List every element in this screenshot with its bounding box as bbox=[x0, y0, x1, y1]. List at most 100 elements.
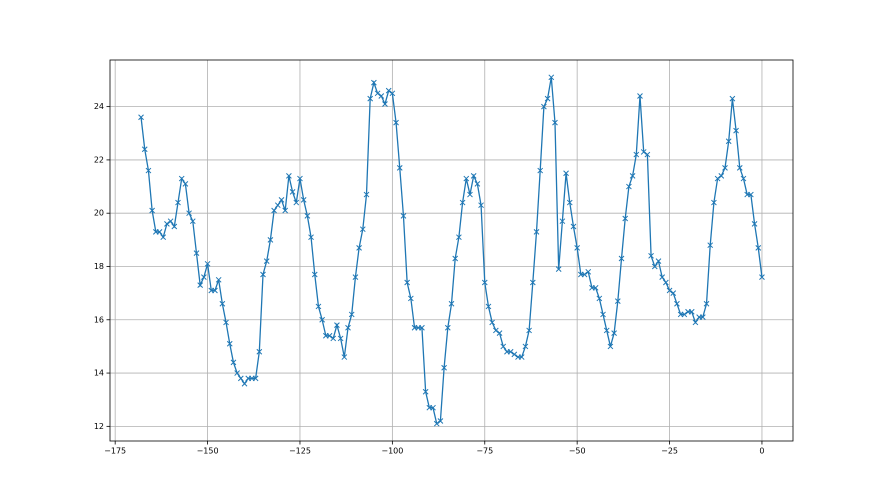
point-marker bbox=[315, 303, 322, 310]
point-marker bbox=[463, 175, 470, 182]
point-marker bbox=[500, 343, 507, 350]
point-marker bbox=[260, 271, 266, 278]
plot-frame bbox=[109, 59, 794, 442]
point-marker bbox=[186, 210, 192, 217]
point-marker bbox=[219, 300, 226, 307]
point-marker bbox=[237, 375, 244, 382]
point-marker bbox=[563, 170, 569, 177]
point-marker bbox=[422, 388, 429, 395]
line bbox=[140, 77, 763, 425]
point-marker bbox=[518, 354, 525, 360]
point-marker bbox=[725, 138, 732, 145]
point-marker bbox=[559, 218, 566, 225]
point-marker bbox=[541, 103, 547, 110]
x-tick-label: −100 bbox=[381, 447, 403, 456]
point-marker bbox=[674, 300, 680, 307]
point-marker bbox=[522, 343, 529, 350]
y-tick-label: 12 bbox=[94, 422, 104, 431]
point-marker bbox=[707, 242, 714, 249]
point-marker bbox=[751, 221, 758, 227]
point-marker bbox=[699, 314, 706, 320]
point-marker bbox=[193, 250, 200, 257]
point-marker bbox=[197, 282, 204, 288]
point-marker bbox=[736, 165, 743, 171]
point-marker bbox=[470, 173, 477, 179]
point-marker bbox=[230, 359, 237, 366]
point-marker bbox=[444, 324, 451, 331]
point-marker bbox=[618, 255, 625, 262]
point-marker bbox=[603, 327, 610, 334]
point-marker bbox=[141, 146, 148, 153]
point-marker bbox=[552, 119, 558, 126]
point-marker bbox=[722, 165, 728, 171]
point-marker bbox=[614, 298, 621, 304]
point-marker bbox=[149, 207, 155, 214]
point-marker bbox=[655, 258, 662, 265]
point-marker bbox=[544, 95, 551, 102]
point-marker bbox=[496, 330, 503, 336]
point-marker bbox=[419, 324, 425, 331]
point-marker bbox=[215, 276, 222, 283]
point-marker bbox=[448, 300, 455, 307]
point-marker bbox=[478, 202, 484, 209]
point-marker bbox=[666, 287, 673, 294]
point-marker bbox=[441, 364, 447, 371]
point-marker bbox=[644, 151, 651, 158]
point-marker bbox=[352, 274, 359, 280]
point-marker bbox=[308, 234, 314, 241]
point-marker bbox=[511, 351, 518, 358]
point-marker bbox=[282, 207, 289, 214]
point-marker bbox=[759, 274, 765, 280]
point-marker bbox=[585, 268, 592, 275]
point-marker bbox=[337, 335, 344, 342]
point-marker bbox=[263, 258, 270, 265]
point-marker bbox=[748, 191, 754, 198]
point-marker bbox=[201, 274, 207, 280]
point-marker bbox=[526, 327, 532, 334]
point-marker bbox=[648, 252, 654, 259]
point-marker bbox=[297, 175, 303, 182]
point-marker bbox=[626, 183, 632, 190]
y-tick-label: 22 bbox=[94, 155, 104, 164]
point-marker bbox=[156, 228, 163, 235]
point-marker bbox=[537, 167, 544, 174]
point-marker bbox=[164, 221, 170, 227]
x-tick-label: 0 bbox=[759, 447, 764, 456]
point-marker bbox=[189, 218, 196, 225]
point-marker bbox=[267, 236, 274, 243]
point-marker bbox=[548, 74, 555, 81]
point-marker bbox=[433, 420, 440, 427]
point-marker bbox=[592, 284, 599, 291]
point-marker bbox=[430, 404, 436, 411]
point-marker bbox=[385, 87, 392, 94]
y-tick-label: 24 bbox=[94, 102, 104, 111]
point-marker bbox=[334, 322, 340, 328]
point-marker bbox=[223, 319, 229, 326]
point-marker bbox=[570, 223, 577, 230]
point-marker bbox=[145, 167, 152, 174]
point-marker bbox=[729, 95, 736, 102]
point-marker bbox=[367, 95, 374, 102]
point-marker bbox=[178, 175, 185, 182]
y-tick-label: 14 bbox=[94, 369, 104, 378]
point-marker bbox=[474, 181, 481, 187]
x-tick-label: −125 bbox=[289, 447, 311, 456]
point-marker bbox=[300, 197, 307, 203]
point-marker bbox=[456, 234, 462, 241]
point-marker bbox=[714, 175, 721, 182]
point-marker bbox=[274, 202, 281, 209]
point-marker bbox=[374, 90, 381, 97]
point-marker bbox=[252, 375, 259, 382]
point-marker bbox=[711, 199, 717, 206]
point-marker bbox=[555, 266, 562, 273]
point-marker bbox=[359, 226, 366, 233]
point-marker bbox=[651, 263, 658, 270]
point-marker bbox=[171, 223, 178, 230]
point-marker bbox=[175, 199, 181, 206]
point-marker bbox=[611, 330, 617, 336]
point-marker bbox=[396, 165, 403, 171]
point-marker bbox=[226, 340, 233, 347]
point-marker bbox=[319, 316, 325, 323]
